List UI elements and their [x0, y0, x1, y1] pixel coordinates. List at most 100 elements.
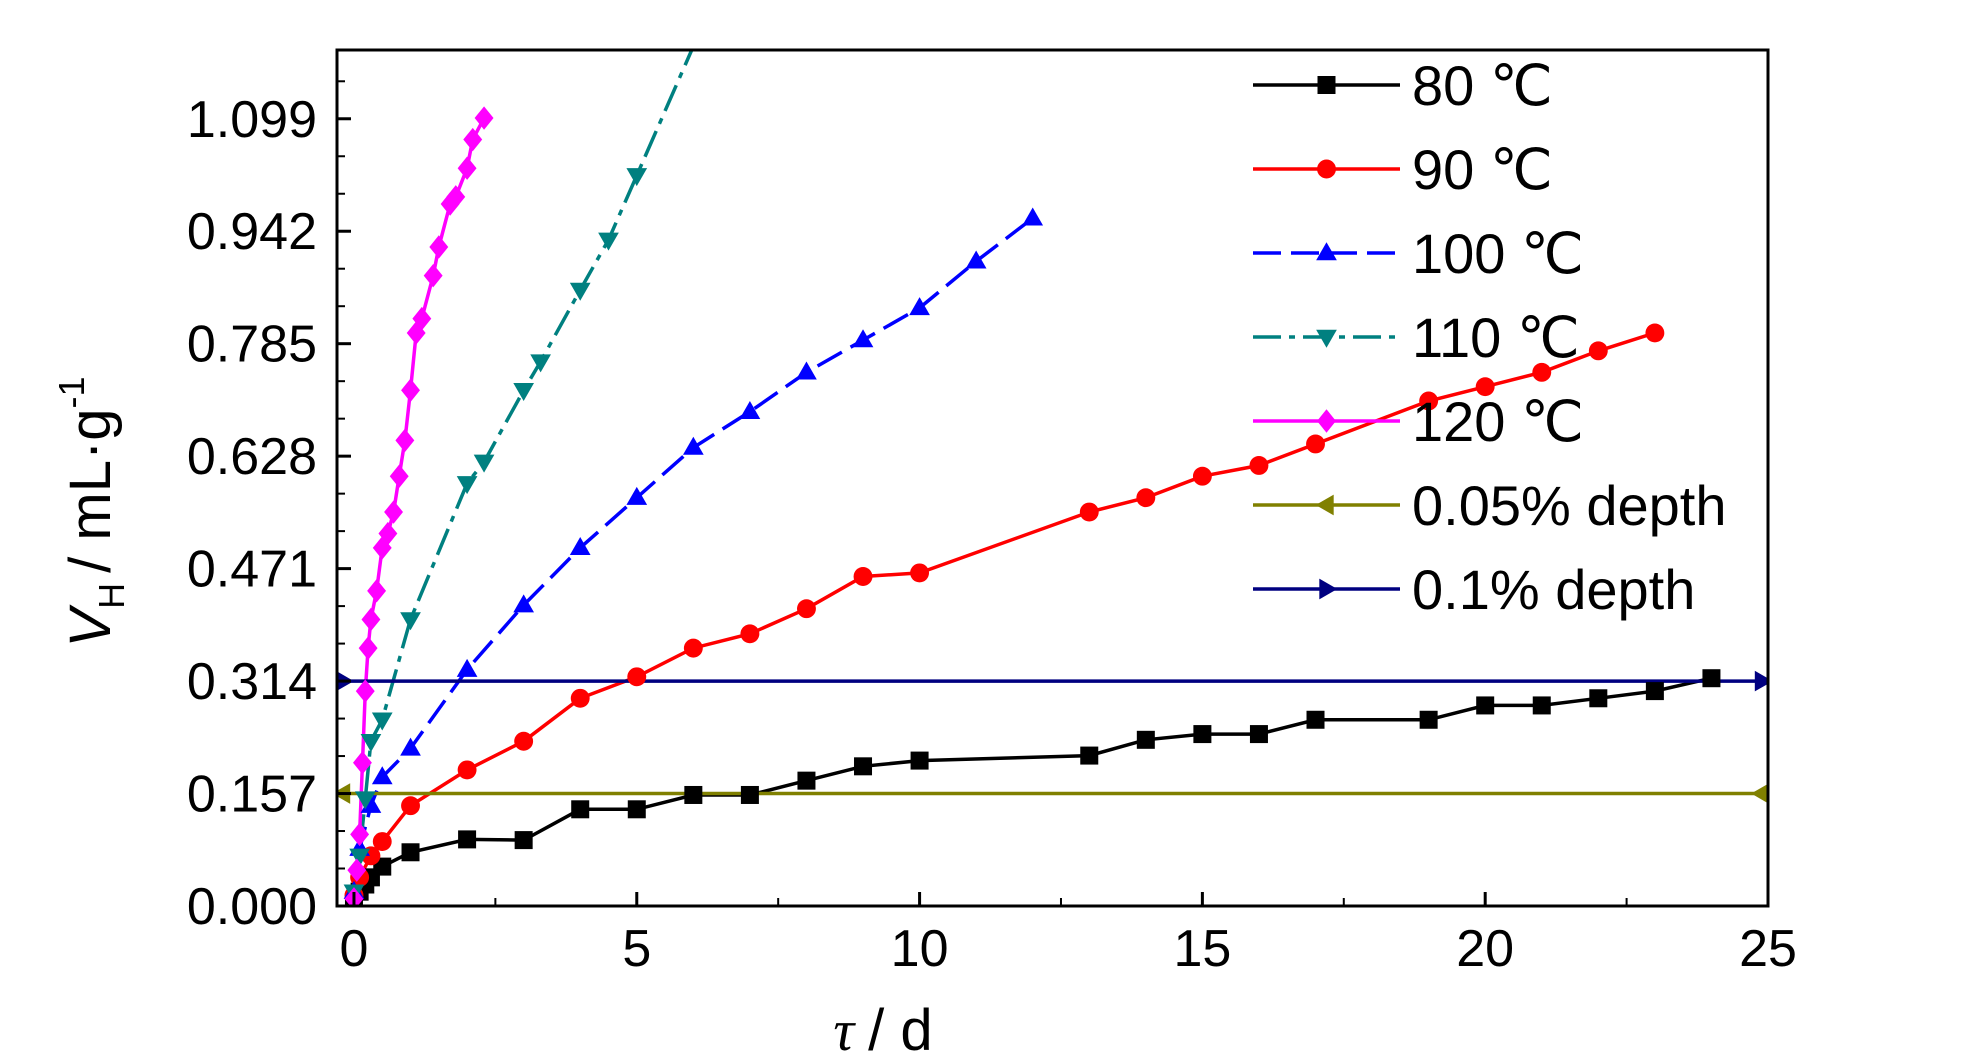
y-axis-title: VH / mL·g-1 — [51, 376, 132, 647]
data-point-110-8 — [513, 383, 535, 402]
data-point-120-22 — [474, 106, 494, 130]
data-point-90-15 — [1136, 488, 1156, 508]
y-axis-superscript: -1 — [51, 376, 92, 408]
data-point-80-10 — [684, 785, 703, 804]
data-point-90-5 — [457, 760, 477, 780]
data-point-90-13 — [910, 563, 930, 583]
data-point-80-12 — [797, 771, 816, 790]
data-point-80-18 — [1249, 725, 1268, 744]
data-point-100-6 — [513, 594, 535, 613]
data-point-100-15 — [1022, 207, 1044, 226]
data-point-0-1-depth-1 — [1754, 670, 1768, 692]
x-axis-symbol: τ — [833, 998, 856, 1062]
x-tick-label-5: 5 — [622, 920, 651, 978]
legend-marker-100 — [1316, 242, 1337, 261]
data-point-90-8 — [627, 667, 647, 687]
data-point-120-9 — [378, 521, 398, 546]
data-point-80-9 — [627, 800, 646, 819]
data-point-120-8 — [372, 536, 392, 560]
y-tick-label-3: 0.471 — [187, 541, 317, 599]
axes: 0 5 10 15 20 25 0.000 0.157 0.314 0.471 0.628 0.785… — [187, 48, 1797, 978]
y-axis-unit: / mL·g — [58, 408, 123, 572]
data-point-120-20 — [457, 156, 477, 180]
data-point-80-11 — [740, 785, 759, 804]
data-point-100-10 — [739, 400, 761, 419]
legend-label-0-1-depth: 0.1% depth — [1412, 558, 1695, 621]
data-point-90-17 — [1249, 456, 1269, 475]
y-tick-label-0: 0.000 — [187, 878, 317, 936]
data-point-100-13 — [909, 297, 930, 316]
data-point-80-8 — [571, 800, 590, 819]
data-point-120-13 — [401, 378, 420, 402]
x-axis-title: τ / d — [833, 998, 932, 1062]
data-point-80-14 — [910, 751, 929, 770]
series-line-80 — [352, 676, 1712, 904]
data-point-100-14 — [965, 250, 987, 269]
data-point-90-12 — [853, 567, 873, 586]
data-point-80-13 — [854, 757, 873, 776]
data-point-90-21 — [1532, 362, 1552, 382]
data-point-100-8 — [626, 486, 648, 505]
y-tick-label-6: 0.942 — [187, 203, 317, 261]
data-point-90-4 — [401, 796, 420, 816]
y-tick-label-7: 1.099 — [187, 91, 317, 149]
data-point-80-20 — [1419, 710, 1438, 729]
data-point-120-11 — [389, 464, 409, 488]
data-point-90-14 — [1079, 502, 1099, 522]
data-point-90-3 — [372, 832, 392, 851]
data-point-120-1 — [347, 858, 367, 882]
data-point-110-1 — [349, 848, 370, 867]
data-point-90-18 — [1306, 434, 1325, 454]
data-point-120-6 — [361, 607, 381, 632]
series-line-100 — [352, 216, 1034, 892]
data-point-110-7 — [473, 454, 495, 473]
data-point-80-16 — [1136, 730, 1155, 749]
legend-label-90: 90 ℃ — [1412, 138, 1553, 201]
data-point-100-3 — [371, 766, 393, 785]
data-point-90-23 — [1645, 323, 1665, 343]
data-point-90-19 — [1419, 391, 1439, 411]
legend-label-80: 80 ℃ — [1412, 54, 1553, 117]
legend-label-120: 120 ℃ — [1412, 390, 1584, 453]
data-point-100-5 — [456, 658, 478, 677]
data-point-120-4 — [355, 679, 375, 703]
series-line-110 — [352, 50, 694, 892]
data-point-110-12 — [626, 168, 648, 187]
data-point-100-11 — [796, 361, 817, 380]
data-point-110-10 — [569, 282, 591, 301]
x-tick-label-25: 25 — [1739, 920, 1797, 978]
data-point-0-05-depth-1 — [1751, 783, 1768, 804]
x-axis-unit: / d — [868, 998, 933, 1062]
data-point-80-25 — [1702, 669, 1721, 688]
data-point-120-17 — [429, 235, 449, 259]
data-point-90-7 — [570, 688, 590, 708]
legend-label-0-05-depth: 0.05% depth — [1412, 474, 1726, 537]
data-point-120-19 — [446, 185, 466, 209]
y-tick-label-2: 0.314 — [187, 653, 317, 711]
data-point-80-21 — [1476, 696, 1495, 715]
y-tick-label-1: 0.157 — [187, 766, 317, 824]
data-point-110-11 — [598, 232, 619, 251]
data-point-120-16 — [423, 263, 443, 288]
data-point-100-12 — [852, 329, 874, 348]
data-point-120-12 — [395, 428, 415, 453]
data-point-120-10 — [384, 500, 404, 524]
legend: 80 ℃ 90 ℃ 100 ℃ 110 ℃ 120 ℃ 0.05% depth 0.1% d… — [1253, 54, 1726, 621]
legend-marker-0-1-depth — [1319, 578, 1338, 600]
data-point-110-6 — [456, 476, 478, 495]
data-point-90-6 — [514, 731, 534, 751]
x-tick-label-10: 10 — [891, 920, 949, 978]
y-axis-symbol: V — [58, 604, 123, 648]
data-point-80-6 — [458, 830, 477, 849]
y-tick-label-4: 0.628 — [187, 428, 317, 486]
data-point-80-17 — [1193, 725, 1212, 744]
legend-marker-120 — [1317, 409, 1336, 433]
data-point-120-21 — [463, 127, 483, 152]
data-point-90-22 — [1588, 341, 1608, 361]
data-point-110-2 — [354, 791, 376, 810]
legend-label-110: 110 ℃ — [1412, 306, 1580, 369]
legend-marker-80 — [1317, 76, 1336, 94]
data-point-110-3 — [360, 734, 382, 753]
x-tick-label-15: 15 — [1173, 920, 1231, 978]
data-point-120-3 — [353, 751, 372, 775]
